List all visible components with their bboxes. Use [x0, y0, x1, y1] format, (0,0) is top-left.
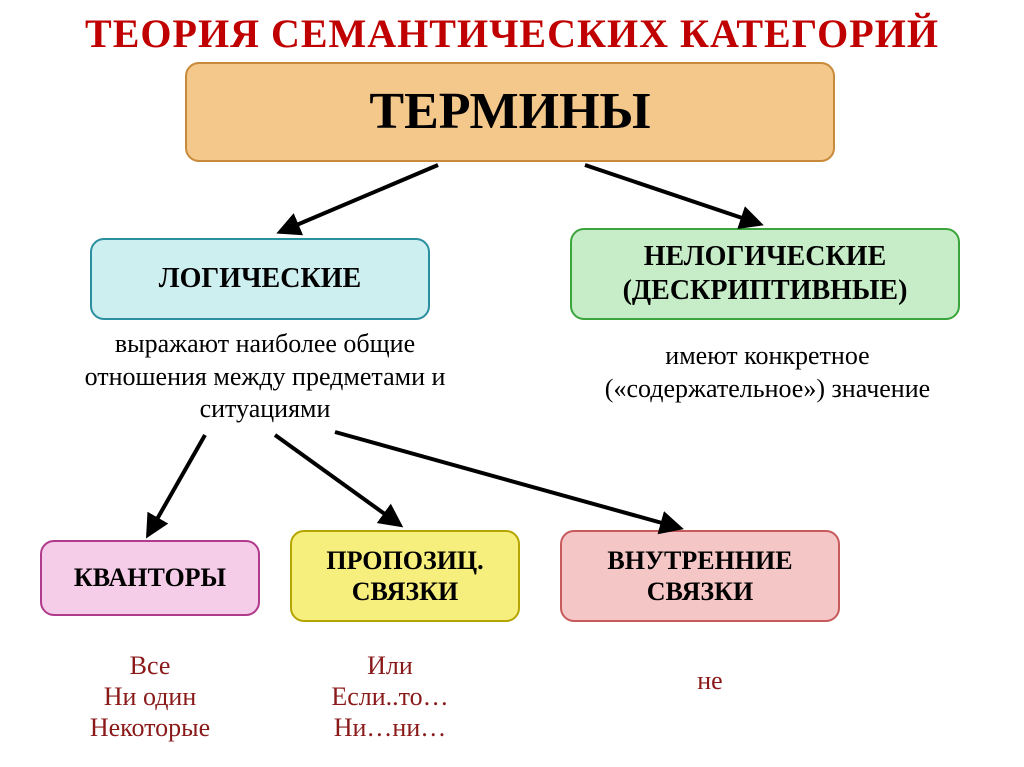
examples-quantors: Все Ни один Некоторые — [50, 650, 250, 744]
node-quantors: КВАНТОРЫ — [40, 540, 260, 616]
description-nonlogical: имеют конкретное («содержательное») знач… — [555, 340, 980, 405]
node-root-label: ТЕРМИНЫ — [369, 81, 650, 143]
examples-internal: не — [600, 665, 820, 696]
description-logical: выражают наиболее общие отношения между … — [60, 328, 470, 426]
node-nonlogical-label: НЕЛОГИЧЕСКИЕ (ДЕСКРИПТИВНЫЕ) — [623, 240, 908, 307]
diagram-title: ТЕОРИЯ СЕМАНТИЧЕСКИХ КАТЕГОРИЙ — [0, 10, 1024, 57]
node-propositional: ПРОПОЗИЦ. СВЯЗКИ — [290, 530, 520, 622]
node-logical-label: ЛОГИЧЕСКИЕ — [159, 262, 361, 296]
examples-propositional: Или Если..то… Ни…ни… — [280, 650, 500, 744]
node-nonlogical: НЕЛОГИЧЕСКИЕ (ДЕСКРИПТИВНЫЕ) — [570, 228, 960, 320]
node-logical: ЛОГИЧЕСКИЕ — [90, 238, 430, 320]
node-internal: ВНУТРЕННИЕ СВЯЗКИ — [560, 530, 840, 622]
node-prop-label: ПРОПОЗИЦ. СВЯЗКИ — [326, 545, 483, 607]
node-root-terms: ТЕРМИНЫ — [185, 62, 835, 162]
node-quantors-label: КВАНТОРЫ — [74, 562, 226, 593]
node-internal-label: ВНУТРЕННИЕ СВЯЗКИ — [607, 545, 792, 607]
